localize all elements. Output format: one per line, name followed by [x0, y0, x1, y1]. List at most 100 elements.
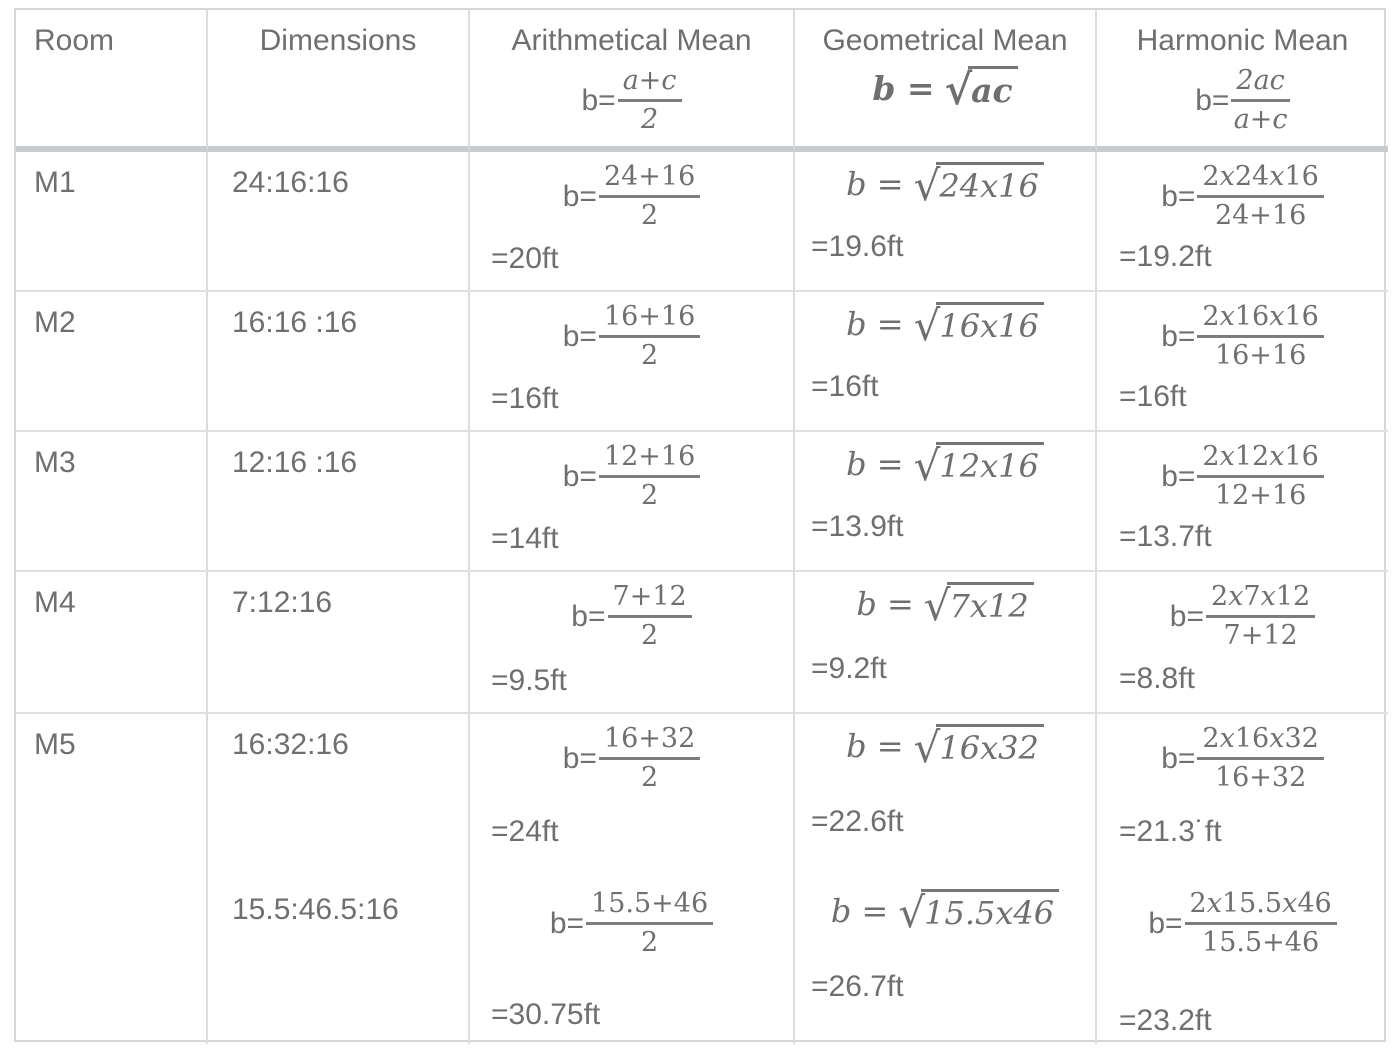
radicand: 16x16: [936, 302, 1044, 345]
dimensions-m1: 24:16:16: [208, 152, 470, 292]
fraction-numerator: 16+16: [598, 301, 701, 339]
dimension-entry: 16:32:16: [208, 714, 468, 879]
fraction-denominator: 24+16: [1214, 200, 1307, 232]
geo-result: =26.7ft: [811, 970, 904, 1003]
geometrical-mean-formula: b = √ ac: [795, 66, 1095, 110]
formula-prefix: b =: [846, 444, 904, 483]
fraction: 2x16x16 16+16: [1197, 301, 1324, 371]
arith-entry: b= 24+16 2 =20ft: [470, 152, 793, 290]
geometrical-m2: b = √ 16x16 =16ft: [795, 292, 1097, 432]
fraction-denominator: a+c: [1233, 104, 1288, 136]
formula-prefix: b=: [562, 179, 597, 213]
fraction: 16+32 2: [598, 723, 701, 793]
harm-entry: b= 2x16x32 16+32 =21.3˙ft: [1097, 714, 1388, 879]
geo-formula: b = √ 16x16: [795, 292, 1095, 350]
arith-result: =14ft: [491, 522, 559, 555]
harm-entry: b= 2x16x16 16+16 =16ft: [1097, 292, 1388, 430]
geo-formula: b = √ 15.5x46: [795, 879, 1095, 937]
geo-result: =19.6ft: [811, 230, 904, 263]
fraction: a+c 2: [617, 65, 682, 135]
square-root-sign: √: [923, 580, 951, 630]
harm-formula: b= 2x12x16 12+16: [1097, 432, 1388, 511]
harm-result: =23.2ft: [1119, 1004, 1212, 1037]
geometrical-m3: b = √ 12x16 =13.9ft: [795, 432, 1097, 572]
geo-formula: b = √ 16x32: [795, 714, 1095, 772]
dimension-value: 16:16 :16: [232, 306, 358, 339]
geo-result: =16ft: [811, 370, 879, 403]
square-root-sign: √: [913, 722, 941, 772]
fraction-numerator: 15.5+46: [586, 888, 714, 926]
header-harmonic-title: Harmonic Mean: [1136, 24, 1349, 57]
square-root-sign: √: [913, 300, 941, 350]
radicand: ac: [968, 66, 1018, 110]
harm-result: =13.7ft: [1119, 520, 1212, 553]
formula-prefix: b=: [562, 459, 597, 493]
fraction-denominator: 15.5+46: [1202, 927, 1320, 959]
fraction: 7+12 2: [607, 581, 692, 652]
fraction: 16+16 2: [598, 301, 701, 371]
header-arithmetical-mean: Arithmetical Mean b= a+c 2: [470, 10, 795, 152]
arith-formula: b= 16+32 2: [470, 714, 793, 793]
square-root-sign: √: [898, 887, 926, 937]
room-label-m5: M5: [16, 714, 208, 1044]
header-dimensions: Dimensions: [208, 10, 470, 152]
arith-formula: b= 15.5+46 2: [470, 879, 793, 958]
geo-entry: b = √ 15.5x46 =26.7ft: [795, 879, 1095, 1044]
square-root-sign: √: [913, 440, 941, 490]
fraction-numerator: a+c: [617, 65, 682, 103]
geo-entry: b = √ 12x16 =13.9ft: [795, 432, 1095, 570]
dimension-value: 12:16 :16: [232, 446, 358, 479]
fraction-numerator: 24+16: [598, 161, 701, 199]
fraction-denominator: 12+16: [1214, 480, 1307, 512]
arithmetical-m1: b= 24+16 2 =20ft: [470, 152, 795, 292]
header-geometrical-title: Geometrical Mean: [822, 24, 1068, 57]
formula-prefix: b=: [1169, 599, 1204, 633]
harmonic-m5: b= 2x16x32 16+32 =21.3˙ft b= 2x15.5x46 1…: [1097, 714, 1388, 1044]
fraction-numerator: 2x15.5x46: [1184, 888, 1337, 926]
fraction-denominator: 2: [641, 620, 659, 652]
header-dimensions-label: Dimensions: [259, 24, 417, 57]
harmonic-m3: b= 2x12x16 12+16 =13.7ft: [1097, 432, 1388, 572]
harm-entry: b= 2x15.5x46 15.5+46 =23.2ft: [1097, 879, 1388, 1044]
geo-result: =22.6ft: [811, 805, 904, 838]
fraction: 24+16 2: [598, 161, 701, 232]
header-arithmetical-title: Arithmetical Mean: [511, 24, 752, 57]
room-label-m1: M1: [16, 152, 208, 292]
header-room-label: Room: [34, 24, 115, 57]
dimensions-m2: 16:16 :16: [208, 292, 470, 432]
geo-formula: b = √ 12x16: [795, 432, 1095, 490]
fraction: 2x15.5x46 15.5+46: [1184, 888, 1337, 959]
harm-formula: b= 2x16x16 16+16: [1097, 292, 1388, 371]
fraction: 2x12x16 12+16: [1197, 441, 1324, 512]
fraction: 15.5+46 2: [586, 888, 714, 958]
formula-prefix: b=: [1148, 906, 1183, 940]
formula-prefix: b=: [1161, 319, 1196, 353]
arith-formula: b= 16+16 2: [470, 292, 793, 371]
fraction: 2ac a+c: [1231, 65, 1290, 136]
formula-prefix: b=: [581, 83, 616, 117]
arith-result: =9.5ft: [491, 664, 567, 697]
arith-result: =24ft: [491, 815, 559, 848]
harm-result: =19.2ft: [1119, 240, 1212, 273]
arith-entry: b= 7+12 2 =9.5ft: [470, 572, 793, 712]
formula-prefix: b =: [872, 68, 935, 108]
harm-result: =21.3˙ft: [1119, 815, 1222, 848]
geo-entry: b = √ 16x16 =16ft: [795, 292, 1095, 430]
fraction-numerator: 12+16: [598, 441, 701, 479]
harm-formula: b= 2x16x32 16+32: [1097, 714, 1388, 793]
fraction-numerator: 2x16x16: [1197, 301, 1324, 339]
header-harmonic-mean: Harmonic Mean b= 2ac a+c: [1097, 10, 1388, 152]
arithmetical-m4: b= 7+12 2 =9.5ft: [470, 572, 795, 714]
geo-entry: b = √ 7x12 =9.2ft: [795, 572, 1095, 712]
fraction-denominator: 2: [641, 200, 659, 232]
formula-prefix: b =: [856, 584, 914, 623]
formula-prefix: b=: [571, 599, 606, 633]
harm-result: =8.8ft: [1119, 662, 1195, 695]
dimension-value: 16:32:16: [232, 728, 349, 761]
geo-entry: b = √ 16x32 =22.6ft: [795, 714, 1095, 879]
dimensions-m4: 7:12:16: [208, 572, 470, 714]
geo-result: =13.9ft: [811, 510, 904, 543]
formula-prefix: b=: [562, 741, 597, 775]
geo-result: =9.2ft: [811, 652, 887, 685]
arith-result: =20ft: [491, 242, 559, 275]
